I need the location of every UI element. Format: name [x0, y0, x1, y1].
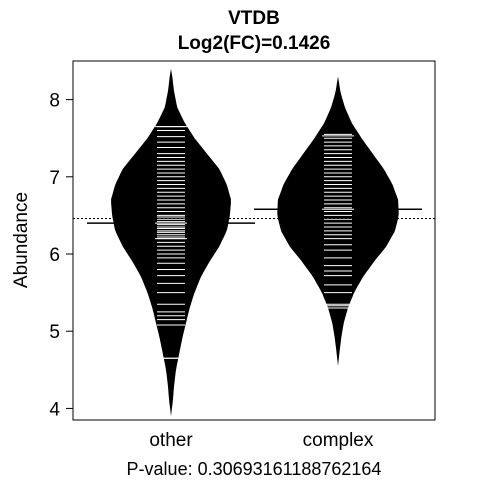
y-tick-label: 5 — [49, 322, 60, 343]
bean-other — [87, 68, 255, 417]
y-axis-label: Abundance — [11, 192, 32, 288]
p-value-footer: P-value: 0.30693161188762164 — [127, 459, 382, 479]
x-tick-label-complex: complex — [303, 430, 374, 451]
y-axis: 4 5 6 7 8 — [49, 91, 74, 420]
x-axis: other complex — [149, 430, 374, 451]
y-tick-label: 8 — [49, 91, 60, 112]
chart-title: VTDB — [228, 8, 280, 29]
bean-shape-complex — [277, 76, 399, 367]
x-tick-label-other: other — [149, 430, 193, 451]
y-tick-label: 4 — [49, 399, 60, 420]
bean-complex — [254, 76, 422, 367]
beans-layer — [87, 68, 422, 417]
chart-subtitle: Log2(FC)=0.1426 — [178, 33, 331, 54]
y-tick-label: 7 — [49, 168, 60, 189]
y-tick-label: 6 — [49, 245, 60, 266]
